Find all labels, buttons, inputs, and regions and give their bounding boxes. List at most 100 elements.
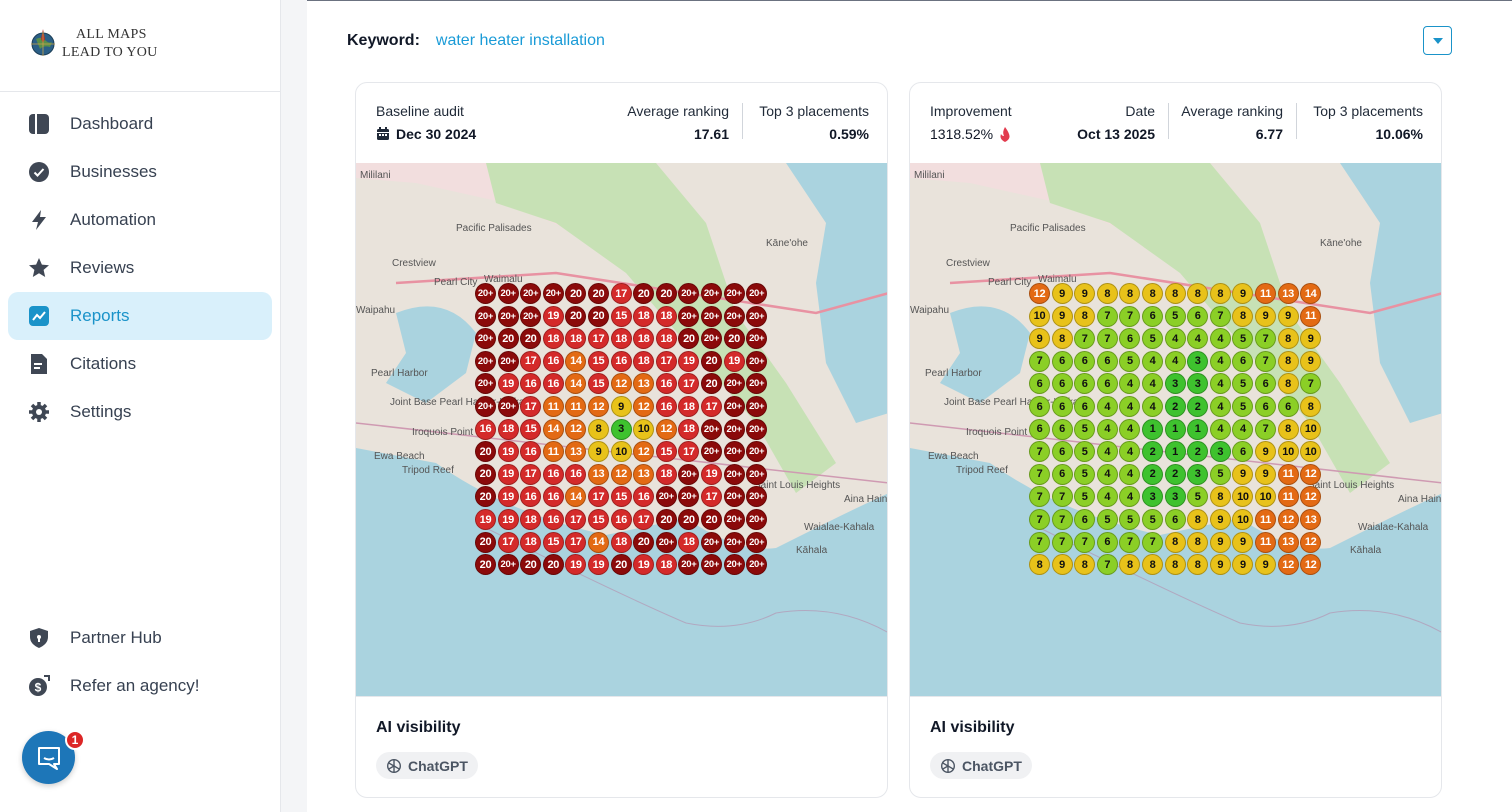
rank-pin[interactable]: 10 [1300,418,1322,440]
rank-pin[interactable]: 20+ [475,305,496,327]
rank-pin[interactable]: 9 [1029,328,1050,350]
rank-pin[interactable]: 17 [565,509,587,530]
rank-pin[interactable]: 17 [701,396,722,417]
rank-pin[interactable]: 19 [565,554,587,576]
rank-pin[interactable]: 10 [610,441,632,463]
rank-pin[interactable]: 20+ [678,283,700,304]
rank-pin[interactable]: 8 [1209,283,1231,304]
rank-pin[interactable]: 2 [1164,463,1186,485]
rank-pin[interactable]: 4 [1119,463,1141,485]
rank-pin[interactable]: 20+ [497,554,519,576]
rank-pin[interactable]: 20+ [678,305,700,327]
rank-pin[interactable]: 1 [1187,418,1209,440]
rank-pin[interactable]: 9 [610,396,632,417]
rank-pin[interactable]: 18 [655,305,677,327]
rank-pin[interactable]: 4 [1096,463,1118,485]
rank-pin[interactable]: 6 [1074,396,1096,417]
rank-pin[interactable]: 20+ [723,554,745,576]
rank-pin[interactable]: 17 [610,283,632,304]
rank-pin[interactable]: 20+ [701,283,722,304]
rank-pin[interactable]: 20 [588,305,609,327]
rank-pin[interactable]: 18 [542,328,564,350]
keyword-link[interactable]: water heater installation [435,32,605,49]
rank-pin[interactable]: 20+ [746,418,768,440]
rank-pin[interactable]: 19 [678,350,700,372]
rank-pin[interactable]: 7 [1096,554,1118,576]
rank-pin[interactable]: 20+ [746,305,768,327]
rank-pin[interactable]: 6 [1074,350,1096,372]
nav-item-dashboard[interactable]: Dashboard [8,100,272,148]
rank-pin[interactable]: 10 [1232,486,1254,508]
rank-pin[interactable]: 5 [1074,441,1096,463]
rank-pin[interactable]: 11 [1255,283,1276,304]
rank-pin[interactable]: 5 [1074,486,1096,508]
rank-pin[interactable]: 8 [1142,283,1163,304]
rank-pin[interactable]: 5 [1074,418,1096,440]
rank-pin[interactable]: 12 [1029,283,1050,304]
rank-pin[interactable]: 6 [1232,441,1254,463]
rank-pin[interactable]: 4 [1209,328,1231,350]
rank-pin[interactable]: 19 [588,554,609,576]
rank-pin[interactable]: 8 [1209,486,1231,508]
rank-pin[interactable]: 6 [1277,396,1299,417]
rank-pin[interactable]: 17 [678,373,700,395]
rank-pin[interactable]: 14 [565,373,587,395]
rank-pin[interactable]: 6 [1051,418,1073,440]
rank-pin[interactable]: 16 [542,373,564,395]
rank-pin[interactable]: 19 [633,554,655,576]
rank-pin[interactable]: 7 [1029,509,1050,530]
rank-pin[interactable]: 8 [1187,509,1209,530]
rank-pin[interactable]: 13 [565,441,587,463]
rank-pin[interactable]: 20+ [746,283,768,304]
rank-pin[interactable]: 12 [565,418,587,440]
rank-pin[interactable]: 20+ [723,509,745,530]
rank-pin[interactable]: 5 [1164,305,1186,327]
rank-pin[interactable]: 17 [520,463,542,485]
rank-pin[interactable]: 3 [1142,486,1163,508]
rank-pin[interactable]: 20 [475,554,496,576]
rank-pin[interactable]: 2 [1164,396,1186,417]
rank-pin[interactable]: 20+ [746,554,768,576]
rank-pin[interactable]: 17 [678,441,700,463]
rank-pin[interactable]: 11 [1277,486,1299,508]
rank-pin[interactable]: 7 [1300,373,1322,395]
rank-pin[interactable]: 6 [1074,509,1096,530]
rank-pin[interactable]: 20+ [475,283,496,304]
rank-pin[interactable]: 7 [1255,350,1276,372]
rank-pin[interactable]: 20+ [723,418,745,440]
rank-pin[interactable]: 18 [610,328,632,350]
rank-pin[interactable]: 8 [1164,554,1186,576]
rank-pin[interactable]: 7 [1029,486,1050,508]
rank-pin[interactable]: 18 [633,305,655,327]
rank-pin[interactable]: 20+ [542,283,564,304]
rank-pin[interactable]: 9 [1232,283,1254,304]
rank-pin[interactable]: 20 [475,441,496,463]
rank-pin[interactable]: 19 [723,350,745,372]
rank-pin[interactable]: 18 [678,396,700,417]
rank-pin[interactable]: 6 [1051,396,1073,417]
rank-pin[interactable]: 4 [1096,441,1118,463]
rank-pin[interactable]: 16 [475,418,496,440]
rank-pin[interactable]: 18 [678,418,700,440]
rank-pin[interactable]: 9 [1255,463,1276,485]
rank-pin[interactable]: 20 [633,283,655,304]
rank-pin[interactable]: 9 [588,441,609,463]
rank-pin[interactable]: 16 [542,486,564,508]
rank-pin[interactable]: 13 [1277,283,1299,304]
rank-pin[interactable]: 18 [678,531,700,553]
rank-pin[interactable]: 20 [723,328,745,350]
rank-pin[interactable]: 17 [701,486,722,508]
rank-pin[interactable]: 4 [1142,350,1163,372]
rank-pin[interactable]: 6 [1051,350,1073,372]
rank-pin[interactable]: 10 [1255,486,1276,508]
rank-pin[interactable]: 6 [1051,441,1073,463]
rank-pin[interactable]: 20+ [723,283,745,304]
rank-pin[interactable]: 20 [588,283,609,304]
rank-pin[interactable]: 20 [633,531,655,553]
rank-pin[interactable]: 8 [1277,350,1299,372]
rank-pin[interactable]: 11 [1277,463,1299,485]
rank-pin[interactable]: 10 [633,418,655,440]
rank-pin[interactable]: 9 [1232,463,1254,485]
rank-pin[interactable]: 4 [1209,418,1231,440]
nav-item-citations[interactable]: Citations [8,340,272,388]
